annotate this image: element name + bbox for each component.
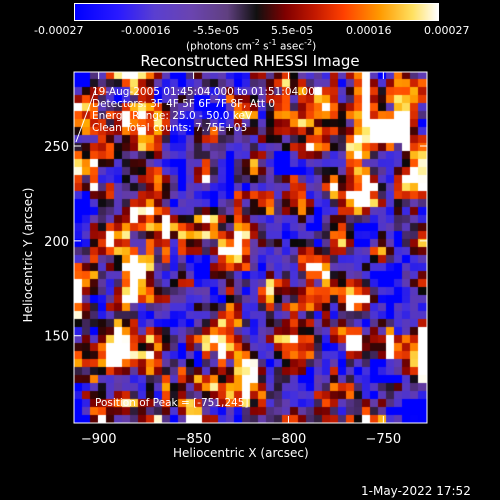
colorbar-tick-label: 0.00027 (424, 24, 470, 37)
x-tick-label: −900 (81, 432, 117, 447)
x-tick-label: −800 (271, 432, 307, 447)
footer-timestamp: 1-May-2022 17:52 (361, 484, 471, 498)
colorbar-tick-label: -5.5e-05 (193, 24, 240, 37)
colorbar-tick-label: -0.00016 (121, 24, 171, 37)
y-tick-label: 250 (44, 140, 69, 155)
x-tick-label: −850 (176, 432, 212, 447)
chart-title: Reconstructed RHESSI Image (140, 52, 360, 70)
plot-frame (73, 71, 428, 424)
heatmap-canvas (74, 72, 427, 423)
x-tick-label: −750 (365, 432, 401, 447)
y-tick-label: 150 (44, 330, 69, 345)
annotation-energy: Energy Range: 25.0 - 50.0 keV (92, 110, 253, 122)
colorbar-tick-label: 5.5e-05 (271, 24, 314, 37)
colorbar-tick-label: -0.00027 (34, 24, 84, 37)
y-tick-label: 200 (44, 235, 69, 250)
annotation-clean: Clean Total counts: 7.75E+03 (92, 122, 248, 134)
x-axis-label: Heliocentric X (arcsec) (173, 446, 309, 460)
y-axis-label: Heliocentric Y (arcsec) (21, 187, 35, 323)
limb-line (75, 87, 97, 143)
annotation-time-range: 19-Aug-2005 01:45:04.000 to 01:51:04.000 (92, 86, 322, 98)
annotation-peak-position: Position of Peak = [-751,245] (95, 397, 249, 409)
colorbar-tick-label: 0.00016 (346, 24, 392, 37)
heatmap-plot (74, 72, 427, 423)
colorbar-unit-label: (photons cm-2 s-1 asec-2) (186, 38, 317, 53)
annotation-detectors: Detectors: 3F 4F 5F 6F 7F 8F, Att 0 (92, 98, 276, 110)
colorbar (74, 3, 439, 21)
